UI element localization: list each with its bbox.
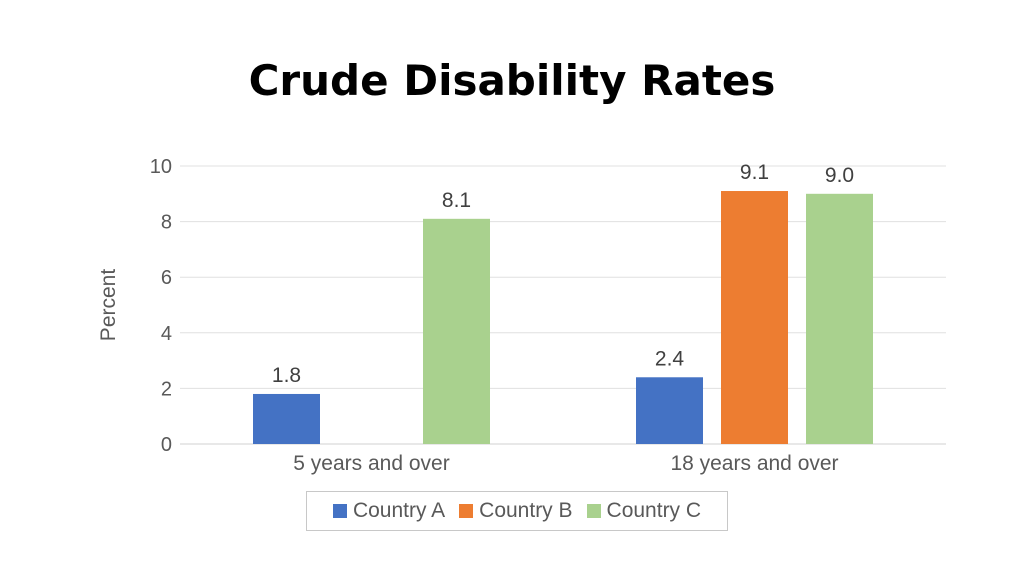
legend-item: Country C xyxy=(586,499,702,523)
legend-swatch xyxy=(459,504,474,518)
y-tick-label: 2 xyxy=(161,378,172,400)
data-label: 8.1 xyxy=(442,189,471,212)
y-axis-label: Percent xyxy=(97,269,120,342)
data-label: 1.8 xyxy=(272,364,301,387)
data-label: 9.1 xyxy=(740,161,769,184)
bar xyxy=(721,191,788,444)
data-label: 2.4 xyxy=(655,347,685,370)
legend-label: Country A xyxy=(352,499,446,522)
legend-swatch xyxy=(332,504,347,518)
x-category-label: 18 years and over xyxy=(670,452,838,475)
chart-title: Crude Disability Rates xyxy=(248,56,776,105)
legend-swatch xyxy=(586,504,601,518)
legend: Country A Country B Country C xyxy=(306,491,728,531)
legend-item: Country A xyxy=(332,499,446,523)
legend-label: Country C xyxy=(606,499,702,522)
y-tick-label: 8 xyxy=(161,212,172,234)
bar xyxy=(806,193,873,444)
data-label: 9.0 xyxy=(825,164,854,187)
y-tick-label: 4 xyxy=(161,323,172,345)
y-tick-label: 10 xyxy=(150,156,172,178)
bar xyxy=(253,393,320,444)
bar xyxy=(423,218,490,444)
bar xyxy=(636,377,703,444)
y-tick-label: 0 xyxy=(161,434,172,456)
y-tick-label: 6 xyxy=(161,267,172,289)
legend-item: Country B xyxy=(459,499,573,523)
x-category-label: 5 years and over xyxy=(293,452,449,475)
legend-label: Country B xyxy=(479,499,573,522)
